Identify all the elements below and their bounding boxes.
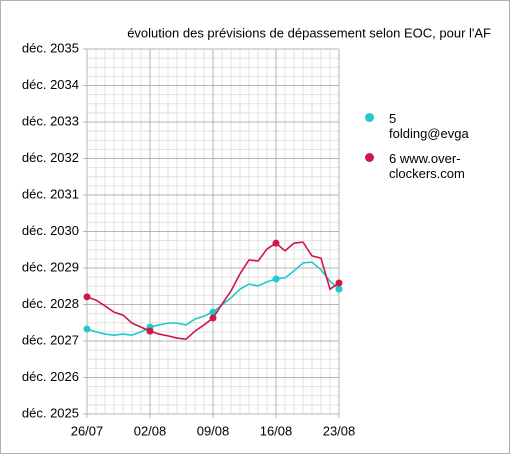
point <box>83 293 91 301</box>
legend-item: 5 folding@evga <box>363 111 473 141</box>
y-tick-label: déc. 2032 <box>22 150 79 165</box>
point <box>83 325 91 333</box>
y-tick-label: déc. 2028 <box>22 296 79 311</box>
point <box>146 327 154 335</box>
y-tick-label: déc. 2033 <box>22 113 79 128</box>
point <box>272 275 280 283</box>
y-tick-label: déc. 2025 <box>22 405 79 420</box>
x-tick-label: 23/08 <box>323 423 356 438</box>
x-tick-label: 09/08 <box>197 423 230 438</box>
chart-title: évolution des prévisions de dépassement … <box>127 25 491 40</box>
y-tick-label: déc. 2034 <box>22 77 79 92</box>
legend-item: 6 www.over-clockers.com <box>363 151 473 181</box>
point <box>335 279 343 287</box>
y-tick-label: déc. 2026 <box>22 369 79 384</box>
y-tick-label: déc. 2035 <box>22 40 79 55</box>
point <box>272 239 280 247</box>
legend-marker <box>365 113 374 122</box>
x-tick-label: 16/08 <box>260 423 293 438</box>
y-tick-label: déc. 2027 <box>22 332 79 347</box>
legend: 5 folding@evga 6 www.over-clockers.com <box>363 111 473 191</box>
legend-marker <box>365 153 374 162</box>
y-tick-label: déc. 2029 <box>22 259 79 274</box>
legend-label: 6 www.over-clockers.com <box>389 151 465 181</box>
x-tick-label: 26/07 <box>71 423 104 438</box>
y-tick-label: déc. 2030 <box>22 223 79 238</box>
x-tick-label: 02/08 <box>134 423 167 438</box>
legend-label: 5 folding@evga <box>389 111 469 141</box>
y-tick-label: déc. 2031 <box>22 186 79 201</box>
point <box>335 285 343 293</box>
point <box>209 314 217 322</box>
